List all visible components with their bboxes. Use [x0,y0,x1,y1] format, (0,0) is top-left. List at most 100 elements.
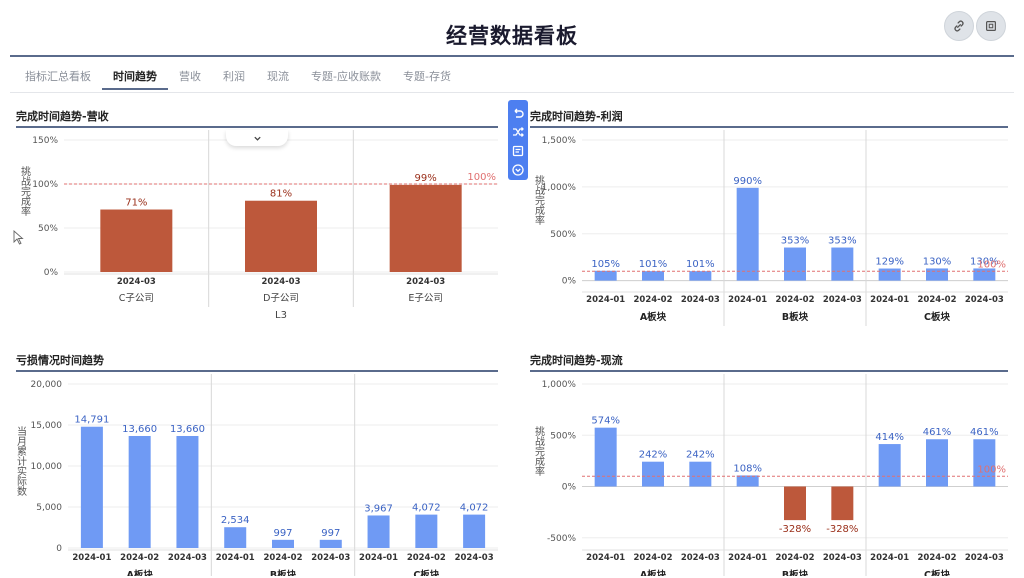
x-tick-label: 2024-02 [917,295,956,305]
panel-divider [16,370,498,372]
collapse-button[interactable] [511,162,525,176]
group-label: E子公司 [408,293,443,304]
bar [463,514,486,548]
shuffle-icon [513,126,524,137]
collapse-icon [512,163,524,176]
bar [831,486,854,521]
bar [594,427,617,487]
bar [926,439,948,487]
fullscreen-icon [986,21,996,31]
y-axis-label: 挑战完成率 [19,165,31,217]
y-tick-label: 0 [56,544,62,554]
x-tick-label: 2024-02 [775,553,814,563]
bar [689,271,712,281]
bar [224,527,247,548]
panel-profit: 完成时间趋势-利润 0% 500% 1,000% 1,500% 挑战完成率 105% 202… [530,108,1008,326]
x-tick-label: 2024-03 [168,553,207,563]
bar [926,268,948,281]
data-label: -328% [779,524,811,535]
data-label: 101% [639,259,668,270]
tab-profit[interactable]: 利润 [223,70,245,83]
data-label: 101% [686,259,715,270]
tab-time-trend[interactable]: 时间趋势 [102,62,168,90]
y-tick-label: 0% [44,268,59,278]
bar [176,435,199,548]
data-label: 242% [639,450,668,461]
x-tick-label: 2024-01 [586,553,625,563]
revenue-chart: 0% 50% 100% 150% 挑战完成率 71% 2024-03 C子公司 81% 2024-… [19,130,498,321]
bar [878,444,901,487]
data-label: 414% [875,432,904,443]
group-label: B板块 [782,311,809,323]
x-tick-label: 2024-01 [728,553,767,563]
x-tick-label: 2024-03 [455,553,494,563]
y-axis-label: 挑战完成率 [533,425,545,477]
x-tick-label: 2024-03 [261,277,300,287]
undo-button[interactable] [511,105,525,119]
bar [80,426,103,548]
share-link-button[interactable] [944,11,974,41]
group-label: C板块 [924,311,950,323]
group-label: A板块 [126,569,153,576]
collapse-toggle[interactable] [226,130,288,146]
bar [736,475,759,487]
shuffle-button[interactable] [511,124,525,138]
cashflow-chart: -500% 0% 500% 1,000% 挑战完成率 574% 2024-01 242% 202… [533,374,1008,576]
tab-inventory[interactable]: 专题-存货 [402,70,451,83]
x-tick-label: 2024-01 [72,553,111,563]
panel-divider [530,370,1008,372]
data-label: 71% [125,198,147,209]
reference-line-label: 100% [977,464,1006,475]
bar [319,539,342,548]
profit-chart: 0% 500% 1,000% 1,500% 挑战完成率 105% 2024-01 101% 20… [533,130,1008,326]
bar [245,200,317,272]
tab-revenue[interactable]: 营收 [179,70,201,83]
y-tick-label: 50% [38,224,58,234]
tab-receivables[interactable]: 专题-应收账款 [311,70,381,83]
y-tick-label: 0% [562,277,577,287]
x-tick-label: 2024-02 [120,553,159,563]
x-tick-label: 2024-03 [681,295,720,305]
bar [784,486,806,521]
y-tick-label: 500% [550,230,576,240]
bar [642,461,664,487]
y-tick-label: -500% [547,534,576,544]
group-label: C板块 [413,569,439,576]
tab-summary[interactable]: 指标汇总看板 [25,70,91,83]
link-icon [954,20,964,32]
data-label: 13,660 [170,424,205,435]
panel-loss: 亏损情况时间趋势 0 5,000 10,000 15,000 20,000 当月累计实际数… [16,352,498,576]
data-label: 99% [415,173,437,184]
bar [642,271,664,281]
comment-button[interactable] [511,143,525,157]
panel-title: 亏损情况时间趋势 [16,354,104,367]
x-tick-label: 2024-02 [775,295,814,305]
data-label: 105% [591,259,620,270]
x-tick-label: 2024-01 [870,553,909,563]
y-tick-label: 10,000 [31,462,63,472]
title-divider [10,55,1014,57]
x-tick-label: 2024-02 [263,553,302,563]
x-tick-label: 2024-03 [965,553,1004,563]
y-tick-label: 5,000 [36,503,62,513]
panel-title: 完成时间趋势-现流 [530,354,623,367]
bar [389,184,462,272]
data-label: 574% [591,416,620,427]
group-axis-label: L3 [275,310,287,321]
y-axis-label: 挑战完成率 [533,174,545,226]
data-label: 353% [828,236,857,247]
y-tick-label: 100% [32,180,58,190]
y-axis-label: 当月累计实际数 [16,425,27,497]
undo-icon [514,108,524,118]
y-tick-label: 0% [562,483,577,493]
x-tick-label: 2024-03 [823,553,862,563]
tab-cashflow[interactable]: 现流 [267,70,289,83]
y-tick-label: 15,000 [31,421,63,431]
panel-revenue: 完成时间趋势-营收 0% 50% 100% 150% 挑战完成率 71% 2024-03 C子… [16,108,498,323]
y-tick-label: 1,500% [542,136,577,146]
data-label: 108% [733,463,762,474]
data-label: 4,072 [460,503,489,514]
data-label: 353% [781,236,810,247]
data-label: 13,660 [122,424,157,435]
fullscreen-button[interactable] [976,11,1006,41]
